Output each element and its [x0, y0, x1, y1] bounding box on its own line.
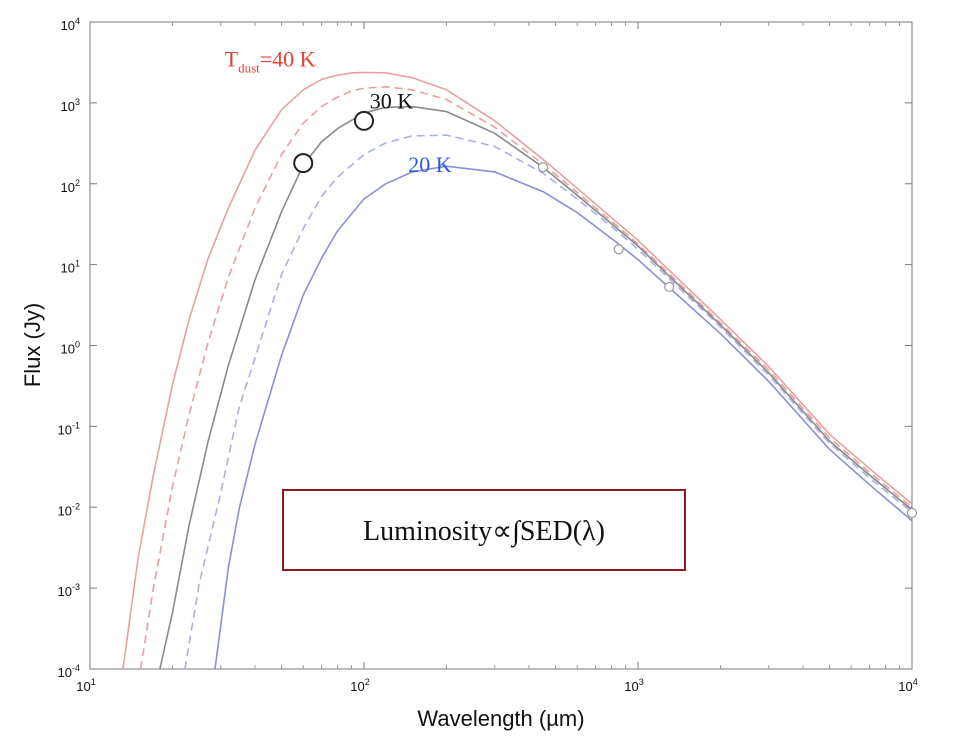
data-marker-large — [293, 153, 314, 174]
y-tick-label: 10-1 — [58, 420, 80, 437]
y-axis-title: Flux (Jy) — [20, 303, 45, 387]
data-marker-small — [906, 507, 918, 519]
tick-marks — [89, 21, 913, 670]
data-marker-small — [613, 244, 624, 255]
data-marker-large — [354, 110, 374, 131]
x-tick-label: 101 — [76, 677, 95, 694]
formula-border — [282, 489, 686, 571]
label-20k: 20 K — [408, 152, 452, 177]
y-tick-label: 10-4 — [58, 663, 80, 680]
marker-layer — [293, 110, 918, 519]
y-tick-label: 104 — [61, 16, 80, 33]
annotation-layer: Tdust=40 K 30 K 20 K — [225, 47, 452, 177]
y-tick-label: 101 — [61, 259, 80, 276]
series-line-2 — [159, 105, 913, 670]
x-axis-title: Wavelength (µm) — [417, 706, 584, 731]
y-tick-label: 103 — [61, 97, 80, 114]
label-40k: Tdust=40 K — [225, 47, 316, 76]
tick-labels: 101 102 103 104 10-4 10-3 10-2 10-1 100 101 102 103… — [58, 16, 918, 694]
x-tick-label: 103 — [624, 677, 643, 694]
data-marker-small — [664, 281, 675, 293]
data-marker-small — [537, 162, 549, 173]
x-tick-label: 102 — [350, 677, 369, 694]
formula-text: Luminosity∝∫SED(λ) — [363, 516, 605, 548]
series-line-4 — [214, 165, 913, 670]
x-tick-label: 104 — [898, 677, 917, 694]
series-layer — [122, 71, 913, 670]
y-tick-label: 102 — [61, 178, 80, 195]
series-line-0 — [122, 71, 913, 670]
label-30k: 30 K — [370, 89, 414, 114]
y-tick-label: 10-3 — [58, 582, 80, 599]
series-line-1 — [139, 86, 913, 670]
series-line-3 — [184, 134, 913, 670]
y-tick-label: 10-2 — [58, 501, 80, 518]
y-tick-label: 100 — [61, 340, 80, 357]
formula-box: Luminosity∝∫SED(λ) — [282, 489, 686, 571]
plot-area — [89, 21, 913, 670]
